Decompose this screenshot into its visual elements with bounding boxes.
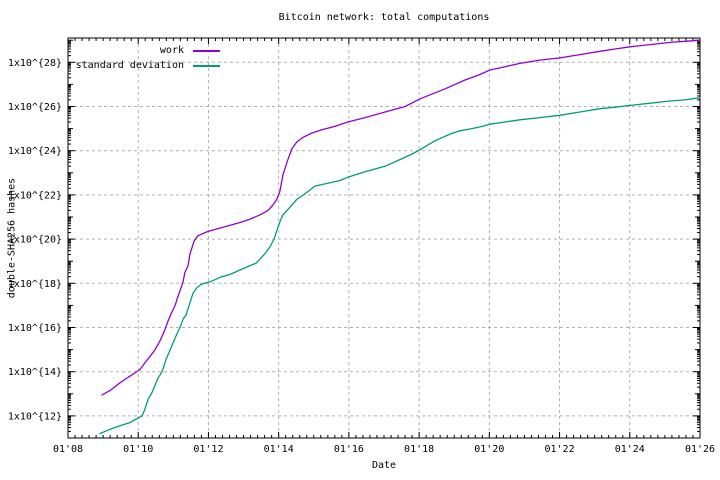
x-tick-label: 01'20 — [474, 444, 504, 455]
x-tick-label: 01'12 — [193, 444, 223, 455]
legend-label-standard-deviation: standard deviation — [75, 60, 184, 71]
y-tick-label: 1x10^{20} — [8, 235, 62, 246]
x-tick-label: 01'14 — [264, 444, 294, 455]
x-tick-label: 01'24 — [615, 444, 645, 455]
y-axis-label: double-SHA256 hashes — [6, 177, 18, 299]
work-curve — [101, 39, 701, 396]
legend-label-work: work — [159, 45, 184, 56]
y-tick-label: 1x10^{14} — [8, 367, 62, 378]
y-tick-label: 1x10^{18} — [8, 279, 62, 290]
x-tick-label: 01'22 — [545, 444, 575, 455]
x-tick-label: 01'10 — [123, 444, 153, 455]
legend-row-standard-deviation: standard deviation — [76, 58, 220, 73]
x-tick-label: 01'26 — [685, 444, 715, 455]
chart-title: Bitcoin network: total computations — [278, 12, 490, 23]
legend-line-standard-deviation — [193, 64, 220, 67]
legend: work standard deviation — [76, 43, 220, 73]
y-tick-label: 1x10^{28} — [8, 58, 62, 69]
y-tick-label: 1x10^{24} — [8, 146, 62, 157]
y-tick-label: 1x10^{16} — [8, 323, 62, 334]
y-tick-label: 1x10^{12} — [8, 411, 62, 422]
y-tick-label: 1x10^{22} — [8, 190, 62, 201]
x-axis-label: Date — [371, 460, 397, 471]
x-tick-label: 01'16 — [334, 444, 364, 455]
plot-border — [67, 37, 701, 439]
y-tick-label: 1x10^{26} — [8, 102, 62, 113]
standard-deviation-curve — [99, 97, 701, 435]
x-tick-label: 01'18 — [404, 444, 434, 455]
legend-line-work — [193, 49, 220, 52]
legend-row-work: work — [76, 43, 220, 58]
x-tick-label: 01'08 — [53, 444, 83, 455]
